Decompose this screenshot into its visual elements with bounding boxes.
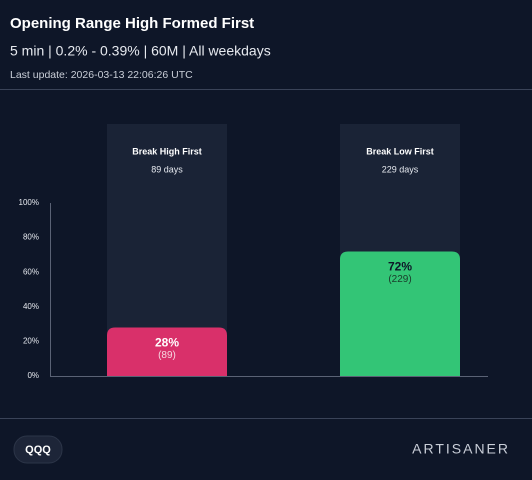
value-label: 28% bbox=[155, 336, 179, 350]
value-label: 72% bbox=[388, 260, 412, 274]
symbol-pill[interactable] bbox=[13, 435, 63, 464]
category-label: Break Low First bbox=[366, 146, 434, 156]
y-tick-label: 100% bbox=[19, 198, 39, 207]
days-label: 89 days bbox=[151, 164, 183, 174]
count-label: (229) bbox=[388, 274, 411, 285]
bar bbox=[340, 251, 460, 376]
symbol[interactable]: QQQ bbox=[25, 444, 51, 456]
y-tick-label: 60% bbox=[23, 267, 39, 276]
last-update: Last update: 2026-03-13 22:06:26 UTC bbox=[10, 69, 193, 81]
plot: 0% 20% 40% 60% 80% 100% Break High First 89 day… bbox=[19, 124, 460, 380]
count-label: (89) bbox=[158, 350, 176, 361]
brand: ARTISANER bbox=[412, 441, 510, 457]
category-label: Break High First bbox=[132, 146, 202, 156]
y-tick-label: 0% bbox=[27, 371, 39, 380]
y-tick-label: 80% bbox=[23, 233, 39, 242]
chart-subtitle: 5 min | 0.2% - 0.39% | 60M | All weekday… bbox=[10, 43, 271, 59]
days-label: 229 days bbox=[382, 164, 419, 174]
chart-title: Opening Range High Formed First bbox=[10, 15, 254, 32]
y-tick-label: 40% bbox=[23, 302, 39, 311]
y-tick-label: 20% bbox=[23, 337, 39, 346]
bar bbox=[107, 327, 227, 376]
